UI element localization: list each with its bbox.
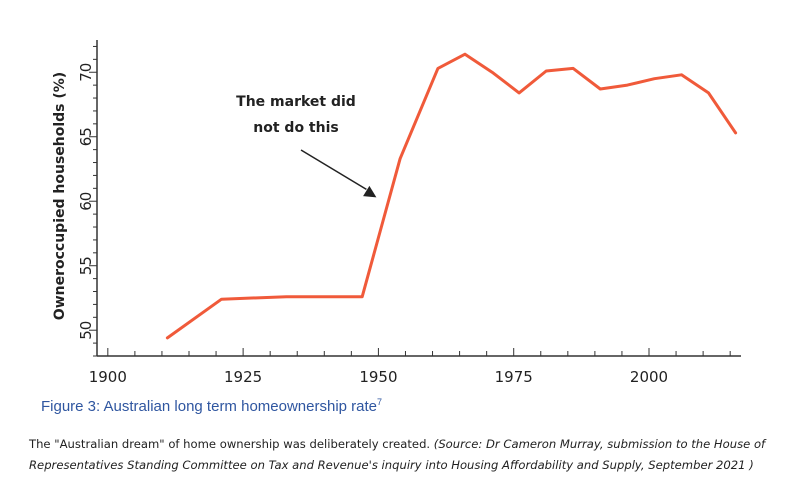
figure-caption: Figure 3: Australian long term homeowner… — [41, 397, 382, 415]
data-marks — [165, 52, 738, 340]
annotation-arrow-head — [363, 185, 377, 198]
x-tick-label: 1950 — [359, 368, 397, 386]
x-tick-label: 1975 — [495, 368, 533, 386]
annotation-text: not do this — [253, 120, 338, 136]
y-tick-label: 55 — [77, 256, 95, 275]
series-line — [165, 52, 738, 340]
annotation: The market did not do this — [236, 94, 377, 198]
y-tick-label: 60 — [77, 192, 95, 211]
y-tick-label: 50 — [77, 321, 95, 340]
chart: 50 55 60 65 70 1900 1925 1950 1975 2000 The marke… — [52, 40, 741, 386]
figure-caption-footnote: 7 — [377, 397, 383, 407]
article-caption-source: (Source: Dr Cameron Murray, submission t… — [29, 437, 766, 472]
figure-caption-text: Figure 3: Australian long term homeowner… — [41, 398, 378, 415]
ticks: 50 55 60 65 70 1900 1925 1950 1975 2000 — [77, 45, 731, 386]
y-tick-label: 65 — [77, 127, 95, 146]
x-tick-label: 1925 — [224, 368, 262, 386]
axes — [96, 40, 741, 357]
y-axis-label: Owneroccupied households (%) — [52, 72, 68, 320]
article-caption: The "Australian dream" of home ownership… — [29, 434, 769, 476]
x-tick-label: 1900 — [89, 368, 127, 386]
annotation-text: The market did — [236, 94, 356, 110]
article-caption-text: The "Australian dream" of home ownership… — [29, 437, 434, 451]
annotation-arrow-line — [300, 149, 367, 190]
x-tick-label: 2000 — [630, 368, 668, 386]
y-tick-label: 70 — [77, 63, 95, 82]
